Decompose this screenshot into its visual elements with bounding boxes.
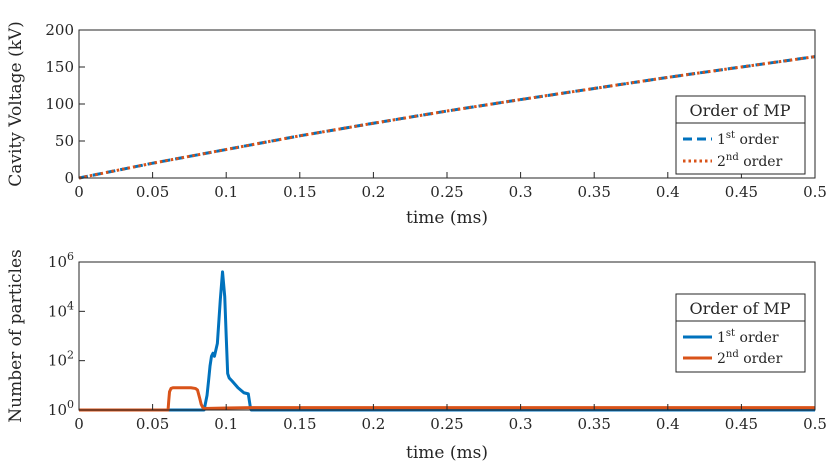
top-series-group: [78, 55, 816, 180]
top-legend-entry-1-suffix: order: [740, 132, 779, 148]
top-xtick-label: 0.05: [136, 183, 169, 201]
top-xtick-label: 0.2: [361, 183, 385, 201]
bottom-xtick-label: 0.3: [509, 415, 533, 433]
bottom-series-group: [79, 270, 815, 412]
bottom-legend-entry-1-sup: st: [726, 328, 735, 339]
top-ytick-label: 100: [45, 95, 74, 113]
bottom-ytick-label: 100: [48, 398, 74, 419]
bottom-xtick-label: 0.05: [136, 415, 169, 433]
bottom-panel: 0 0.05 0.1 0.15 0.2 0.25 0.3 0.35 0.4 0.45 0.5 100…: [6, 249, 827, 463]
bottom-ytick-label: 106: [48, 250, 74, 271]
bottom-yticks: 100 102 104 106: [48, 250, 85, 419]
top-legend-entry-1-sup: st: [726, 130, 735, 141]
top-ytick-label: 0: [64, 169, 74, 187]
top-legend-entry-2: 2nd order: [717, 152, 783, 170]
bottom-xtick-label: 0.1: [214, 415, 238, 433]
top-legend-title: Order of MP: [690, 101, 791, 120]
bottom-xticks: 0 0.05 0.1 0.15 0.2 0.25 0.3 0.35 0.4 0.45 0.5: [74, 404, 827, 433]
top-legend-entry-2-suffix: order: [743, 154, 782, 170]
top-xtick-label: 0.15: [283, 183, 316, 201]
top-panel: 0 0.05 0.1 0.15 0.2 0.25 0.3 0.35 0.4 0.45 0.5 0 50…: [6, 21, 827, 228]
top-ytick-label: 200: [45, 21, 74, 39]
top-legend-entry-1: 1st order: [717, 130, 779, 148]
top-xtick-label: 0.4: [656, 183, 680, 201]
bottom-legend-entry-1: 1st order: [717, 328, 779, 346]
bottom-legend-entry-2-suffix: order: [743, 351, 782, 367]
top-y-axis-label: Cavity Voltage (kV): [6, 21, 26, 187]
top-legend-entry-1-base: 1: [717, 132, 726, 148]
bottom-xtick-label: 0.45: [725, 415, 758, 433]
top-ytick-label: 150: [45, 58, 74, 76]
top-xtick-label: 0.1: [214, 183, 238, 201]
bottom-x-axis-label: time (ms): [406, 443, 488, 463]
bottom-legend-entry-2-sup: nd: [726, 349, 739, 360]
bottom-xtick-label: 0.35: [577, 415, 610, 433]
bottom-series-line-1: [79, 270, 815, 412]
bottom-xtick-label: 0.2: [361, 415, 385, 433]
bottom-legend: Order of MP 1st order 2nd order: [675, 293, 806, 373]
bottom-legend-entry-1-suffix: order: [740, 330, 779, 346]
top-xticks: 0 0.05 0.1 0.15 0.2 0.25 0.3 0.35 0.4 0.45 0.5: [74, 172, 827, 201]
bottom-ytick-label: 104: [48, 299, 74, 320]
bottom-xtick-label: 0.5: [803, 415, 827, 433]
bottom-legend-entry-1-base: 1: [717, 330, 726, 346]
bottom-legend-entry-2: 2nd order: [717, 349, 783, 367]
bottom-xtick-label: 0.4: [656, 415, 680, 433]
top-xtick-label: 0.25: [430, 183, 463, 201]
bottom-y-axis-label: Number of particles: [6, 249, 26, 423]
top-xtick-label: 0.45: [725, 183, 758, 201]
bottom-legend-title: Order of MP: [690, 299, 791, 318]
top-yticks: 0 50 100 150 200: [45, 21, 85, 187]
bottom-ytick-label: 102: [48, 349, 74, 370]
top-xtick-label: 0.3: [509, 183, 533, 201]
bottom-xtick-label: 0.15: [283, 415, 316, 433]
top-x-axis-label: time (ms): [406, 208, 488, 228]
top-series-line-2: [78, 55, 816, 180]
top-legend-box: [675, 95, 806, 175]
bottom-xtick-label: 0: [74, 415, 84, 433]
top-legend-entry-2-base: 2: [717, 154, 726, 170]
bottom-xtick-label: 0.25: [430, 415, 463, 433]
bottom-series-line-2: [79, 386, 815, 412]
bottom-legend-entry-2-base: 2: [717, 351, 726, 367]
top-legend-entry-2-sup: nd: [726, 152, 739, 163]
top-xtick-label: 0: [74, 183, 84, 201]
top-legend: Order of MP 1st order 2nd order: [675, 95, 806, 175]
top-xtick-label: 0.5: [803, 183, 827, 201]
top-xtick-label: 0.35: [577, 183, 610, 201]
top-ytick-label: 50: [55, 132, 74, 150]
